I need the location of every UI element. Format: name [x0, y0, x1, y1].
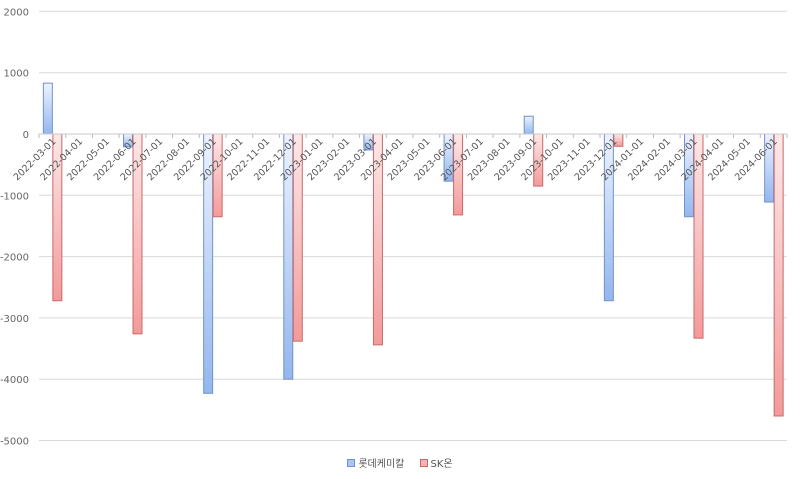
y-tick-label: -2000 — [0, 253, 29, 264]
y-tick-label: -3000 — [0, 314, 29, 325]
legend-swatch-red — [419, 458, 428, 467]
legend-label: SK온 — [430, 459, 453, 470]
y-tick-label: -1000 — [0, 191, 29, 202]
bar-lotte[interactable] — [603, 133, 614, 302]
y-tick-label: 0 — [23, 130, 29, 141]
bar-lotte[interactable] — [42, 82, 53, 135]
bar-lotte[interactable] — [523, 115, 534, 135]
legend-item-lotte[interactable]: 롯데케미칼 — [347, 455, 404, 470]
y-tick-label: -5000 — [0, 437, 29, 448]
y-tick-label: 2000 — [4, 7, 29, 18]
bars — [42, 82, 784, 417]
gridlines — [39, 10, 787, 441]
y-axis: 2000 1000 0 -1000 -2000 -3000 -4000 -5000 — [0, 7, 29, 447]
x-axis: 2022-03-012022-04-012022-05-012022-06-01… — [12, 133, 788, 183]
bar-skon[interactable] — [773, 133, 784, 417]
legend-swatch-blue — [347, 458, 356, 467]
legend: 롯데케미칼 SK온 — [0, 455, 800, 470]
y-tick-label: -4000 — [0, 375, 29, 386]
legend-label: 롯데케미칼 — [358, 459, 405, 470]
legend-item-skon[interactable]: SK온 — [419, 455, 453, 470]
y-tick-label: 1000 — [4, 69, 29, 80]
